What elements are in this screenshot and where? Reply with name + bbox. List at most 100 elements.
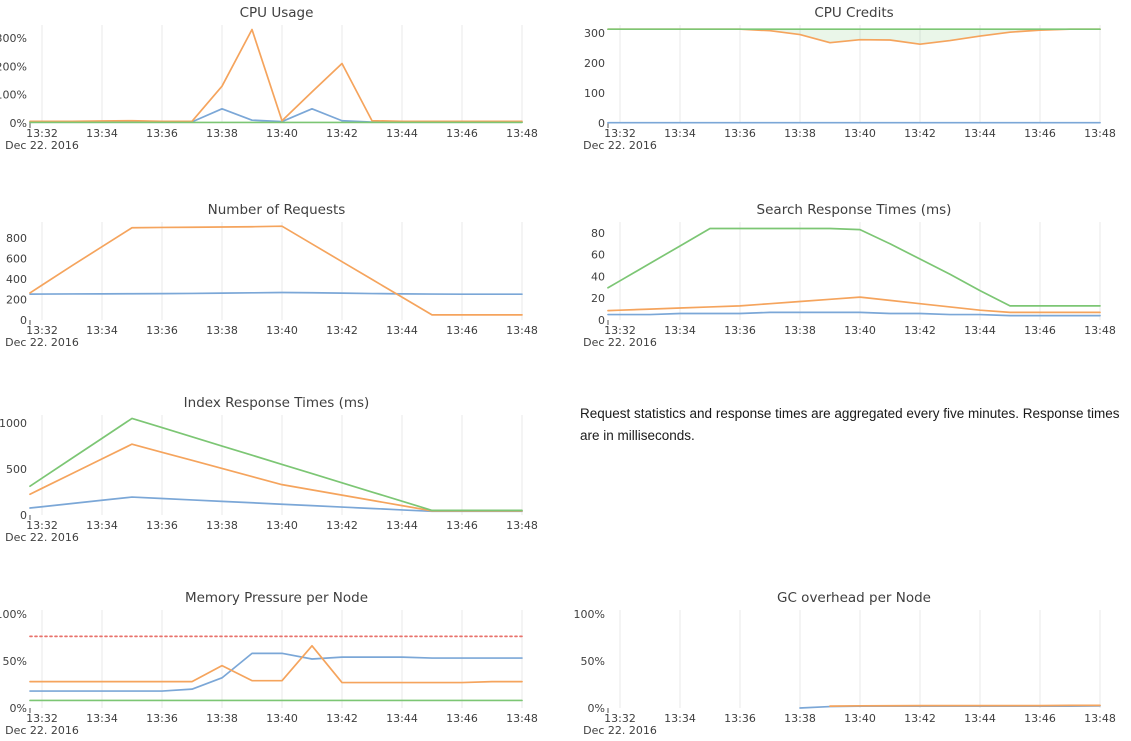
x-tick-label: 13:36 xyxy=(146,519,178,532)
x-tick-label: 13:48 xyxy=(506,127,538,140)
x-tick-label: 13:46 xyxy=(1024,127,1056,140)
y-tick-label: 500 xyxy=(6,463,27,476)
aggregation-note: Request statistics and response times ar… xyxy=(580,406,1120,443)
y-tick-label: 200 xyxy=(6,293,27,306)
series-line-orange xyxy=(29,644,523,684)
x-tick-label: 13:38 xyxy=(206,127,238,140)
x-tick-label: 13:44 xyxy=(386,324,418,337)
x-tick-label: 13:48 xyxy=(1084,324,1116,337)
x-tick-label: 13:48 xyxy=(506,519,538,532)
x-axis-date-label: Dec 22. 2016 xyxy=(5,139,79,152)
chart-title: Index Response Times (ms) xyxy=(184,395,370,411)
chart-title: CPU Usage xyxy=(240,5,314,21)
chart-search-response-times: 0 20 40 60 80 13:32 13:34 13:36 13:38 13:40 13:42 1… xyxy=(583,202,1116,349)
x-tick-label: 13:44 xyxy=(964,324,996,337)
x-tick-label: 13:42 xyxy=(326,519,358,532)
chart-title: Search Response Times (ms) xyxy=(757,202,952,218)
x-tick-label: 13:32 xyxy=(604,324,636,337)
x-tick-label: 13:34 xyxy=(664,127,696,140)
y-tick-label: 0 xyxy=(598,117,605,130)
x-tick-label: 13:32 xyxy=(604,127,636,140)
series-line-orange xyxy=(29,28,523,123)
series-line-orange xyxy=(829,704,1101,707)
x-tick-label: 13:36 xyxy=(146,324,178,337)
x-tick-label: 13:34 xyxy=(86,712,118,725)
x-tick-label: 13:48 xyxy=(506,712,538,725)
x-tick-label: 13:36 xyxy=(724,712,756,725)
fill-between-area xyxy=(608,29,1100,45)
x-axis-date-label: Dec 22. 2016 xyxy=(5,531,79,544)
x-tick-label: 13:44 xyxy=(386,519,418,532)
x-axis-date-label: Dec 22. 2016 xyxy=(5,724,79,737)
y-tick-label: 20 xyxy=(591,292,605,305)
x-tick-label: 13:38 xyxy=(206,712,238,725)
y-tick-label: 400 xyxy=(6,273,27,286)
y-tick-label: 0 xyxy=(20,314,27,327)
y-tick-label: 600 xyxy=(6,252,27,265)
y-tick-label: 100% xyxy=(574,608,605,621)
x-tick-label: 13:42 xyxy=(326,712,358,725)
chart-cpu-credits: 0 100 200 300 13:32 13:34 13:36 13:38 13:40 13:42… xyxy=(583,5,1116,152)
y-tick-label: 200 xyxy=(584,57,605,70)
x-tick-label: 13:42 xyxy=(904,127,936,140)
x-tick-label: 13:36 xyxy=(146,712,178,725)
x-tick-label: 13:32 xyxy=(26,519,58,532)
x-tick-label: 13:40 xyxy=(266,712,298,725)
x-tick-label: 13:32 xyxy=(26,712,58,725)
y-tick-label: 0 xyxy=(20,509,27,522)
x-tick-label: 13:40 xyxy=(844,712,876,725)
x-tick-label: 13:40 xyxy=(266,127,298,140)
x-tick-label: 13:42 xyxy=(904,712,936,725)
y-tick-label: 100% xyxy=(0,608,27,621)
x-axis-date-label: Dec 22. 2016 xyxy=(583,139,657,152)
x-axis-date-label: Dec 22. 2016 xyxy=(583,336,657,349)
y-tick-label: 50% xyxy=(581,655,605,668)
chart-gc-overhead-per-node: 0% 50% 100% 13:32 13:34 13:36 13:38 13:40 13:42 1… xyxy=(574,590,1116,737)
x-tick-label: 13:46 xyxy=(1024,712,1056,725)
y-tick-label: 200% xyxy=(0,60,27,73)
y-tick-label: 80 xyxy=(591,227,605,240)
y-tick-label: 0% xyxy=(588,702,605,715)
series-line-blue xyxy=(607,311,1101,317)
x-tick-label: 13:36 xyxy=(146,127,178,140)
x-tick-label: 13:40 xyxy=(844,324,876,337)
x-tick-label: 13:40 xyxy=(844,127,876,140)
y-tick-label: 0% xyxy=(10,117,27,130)
x-tick-label: 13:42 xyxy=(326,324,358,337)
y-tick-label: 100% xyxy=(0,89,27,102)
x-tick-label: 13:44 xyxy=(964,127,996,140)
series-line-green xyxy=(607,227,1101,307)
x-axis-date-label: Dec 22. 2016 xyxy=(5,336,79,349)
x-tick-label: 13:48 xyxy=(1084,712,1116,725)
x-tick-label: 13:34 xyxy=(664,324,696,337)
x-tick-label: 13:42 xyxy=(326,127,358,140)
x-tick-label: 13:46 xyxy=(446,127,478,140)
x-tick-label: 13:44 xyxy=(386,127,418,140)
x-tick-label: 13:36 xyxy=(724,324,756,337)
y-tick-label: 1000 xyxy=(0,417,27,430)
chart-memory-pressure-per-node: 0% 50% 100% 13:32 13:34 13:36 13:38 13:40 13:42 1… xyxy=(0,590,538,737)
x-tick-label: 13:38 xyxy=(784,324,816,337)
x-tick-label: 13:34 xyxy=(86,127,118,140)
y-tick-label: 0% xyxy=(10,702,27,715)
x-tick-label: 13:32 xyxy=(26,127,58,140)
x-tick-label: 13:38 xyxy=(784,127,816,140)
x-tick-label: 13:40 xyxy=(266,519,298,532)
x-tick-label: 13:34 xyxy=(86,324,118,337)
series-line-orange xyxy=(29,225,523,316)
x-tick-label: 13:34 xyxy=(664,712,696,725)
y-tick-label: 100 xyxy=(584,87,605,100)
x-tick-label: 13:44 xyxy=(386,712,418,725)
x-tick-label: 13:32 xyxy=(604,712,636,725)
y-tick-label: 300% xyxy=(0,32,27,45)
chart-title: Memory Pressure per Node xyxy=(185,590,368,606)
x-tick-label: 13:46 xyxy=(446,519,478,532)
x-tick-label: 13:38 xyxy=(784,712,816,725)
series-line-blue xyxy=(29,652,523,692)
chart-cpu-usage: 0% 100% 200% 300% 13:32 13:34 13:36 13:38 13:40 1… xyxy=(0,5,538,152)
x-tick-label: 13:46 xyxy=(1024,324,1056,337)
x-tick-label: 13:38 xyxy=(206,519,238,532)
x-tick-label: 13:48 xyxy=(1084,127,1116,140)
y-tick-label: 60 xyxy=(591,249,605,262)
